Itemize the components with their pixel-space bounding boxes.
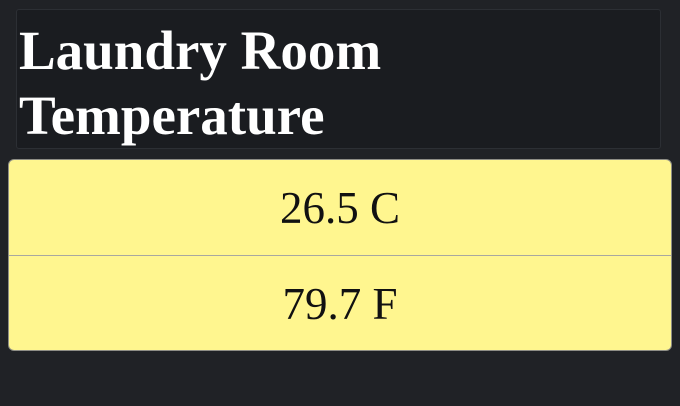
fahrenheit-reading: 79.7 F xyxy=(9,255,671,350)
title-panel: Laundry Room Temperature xyxy=(16,9,661,149)
page-title: Laundry Room Temperature xyxy=(19,20,382,146)
celsius-reading: 26.5 C xyxy=(279,182,400,233)
temperature-card: 26.5 C 79.7 F xyxy=(8,159,672,351)
